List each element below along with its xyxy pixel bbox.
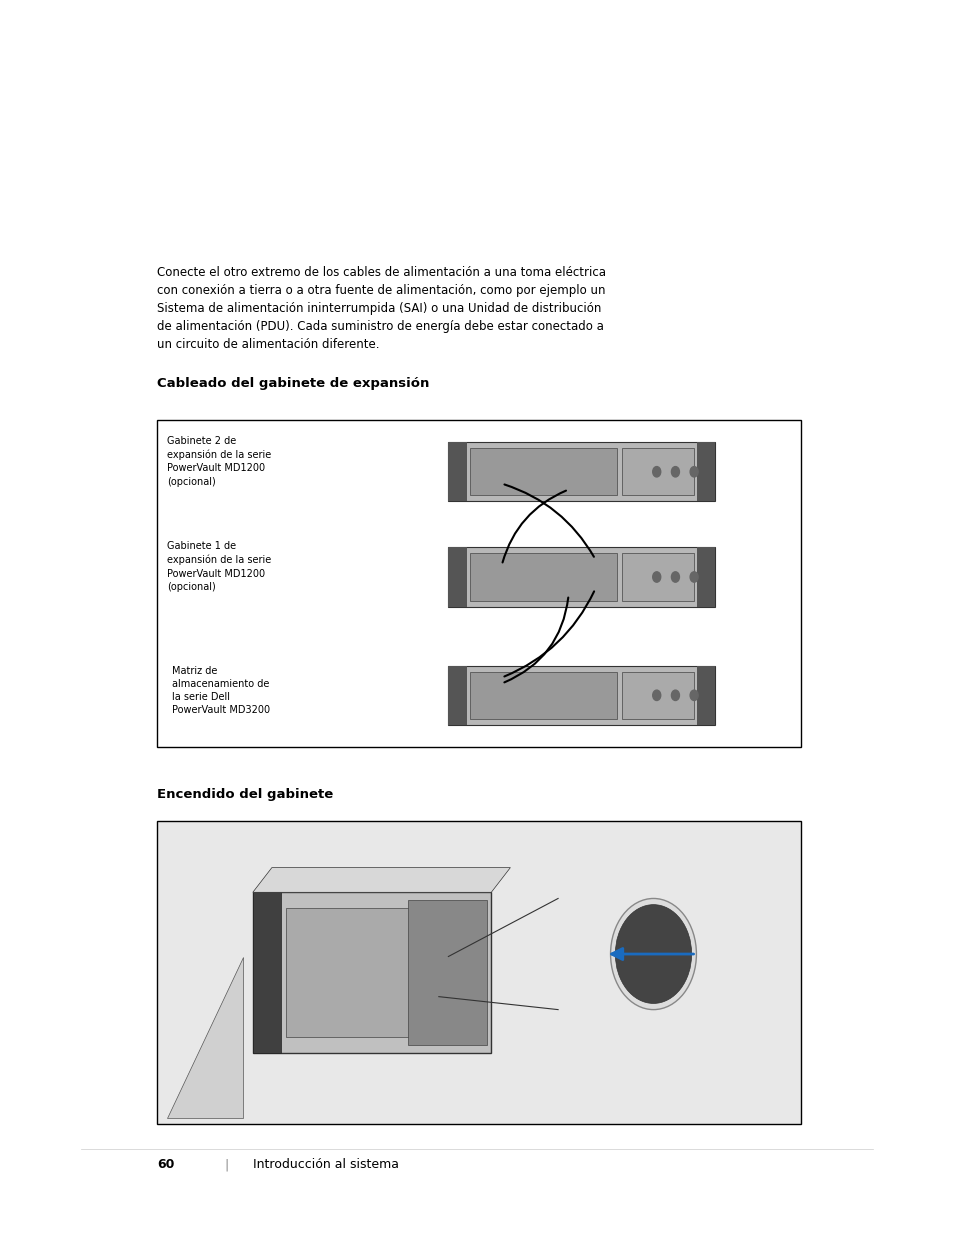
Circle shape [689,572,698,582]
Text: Encendido del gabinete: Encendido del gabinete [157,788,334,802]
FancyBboxPatch shape [448,442,715,501]
FancyBboxPatch shape [448,666,715,725]
Text: Introducción al sistema: Introducción al sistema [253,1158,398,1172]
Text: Matriz de
almacenamiento de
la serie Dell
PowerVault MD3200: Matriz de almacenamiento de la serie Del… [172,666,270,715]
FancyBboxPatch shape [448,547,715,606]
Text: Conecte el otro extremo de los cables de alimentación a una toma eléctrica
con c: Conecte el otro extremo de los cables de… [157,266,606,351]
Text: |: | [224,1158,228,1172]
Circle shape [689,690,698,700]
Circle shape [615,904,691,1003]
FancyBboxPatch shape [286,909,417,1037]
Circle shape [671,572,679,582]
Text: 60: 60 [157,1158,174,1172]
FancyBboxPatch shape [448,666,467,725]
FancyBboxPatch shape [469,553,616,600]
FancyBboxPatch shape [157,821,801,1124]
Polygon shape [167,957,243,1118]
FancyBboxPatch shape [448,442,467,501]
FancyBboxPatch shape [621,672,694,719]
FancyBboxPatch shape [469,448,616,495]
Circle shape [671,690,679,700]
FancyBboxPatch shape [253,892,281,1052]
FancyBboxPatch shape [621,448,694,495]
Text: Cableado del gabinete de expansión: Cableado del gabinete de expansión [157,377,430,390]
Text: Gabinete 2 de
expansión de la serie
PowerVault MD1200
(opcional): Gabinete 2 de expansión de la serie Powe… [167,436,271,487]
FancyBboxPatch shape [621,553,694,600]
Circle shape [652,572,660,582]
FancyBboxPatch shape [253,892,491,1052]
Circle shape [652,467,660,477]
FancyBboxPatch shape [448,547,467,606]
FancyBboxPatch shape [407,900,486,1045]
FancyBboxPatch shape [469,672,616,719]
FancyBboxPatch shape [157,420,801,747]
FancyBboxPatch shape [696,547,715,606]
Polygon shape [253,867,510,892]
Circle shape [671,467,679,477]
FancyBboxPatch shape [696,666,715,725]
Circle shape [689,467,698,477]
Circle shape [610,899,696,1010]
Text: Gabinete 1 de
expansión de la serie
PowerVault MD1200
(opcional): Gabinete 1 de expansión de la serie Powe… [167,541,271,592]
FancyBboxPatch shape [696,442,715,501]
Circle shape [652,690,660,700]
